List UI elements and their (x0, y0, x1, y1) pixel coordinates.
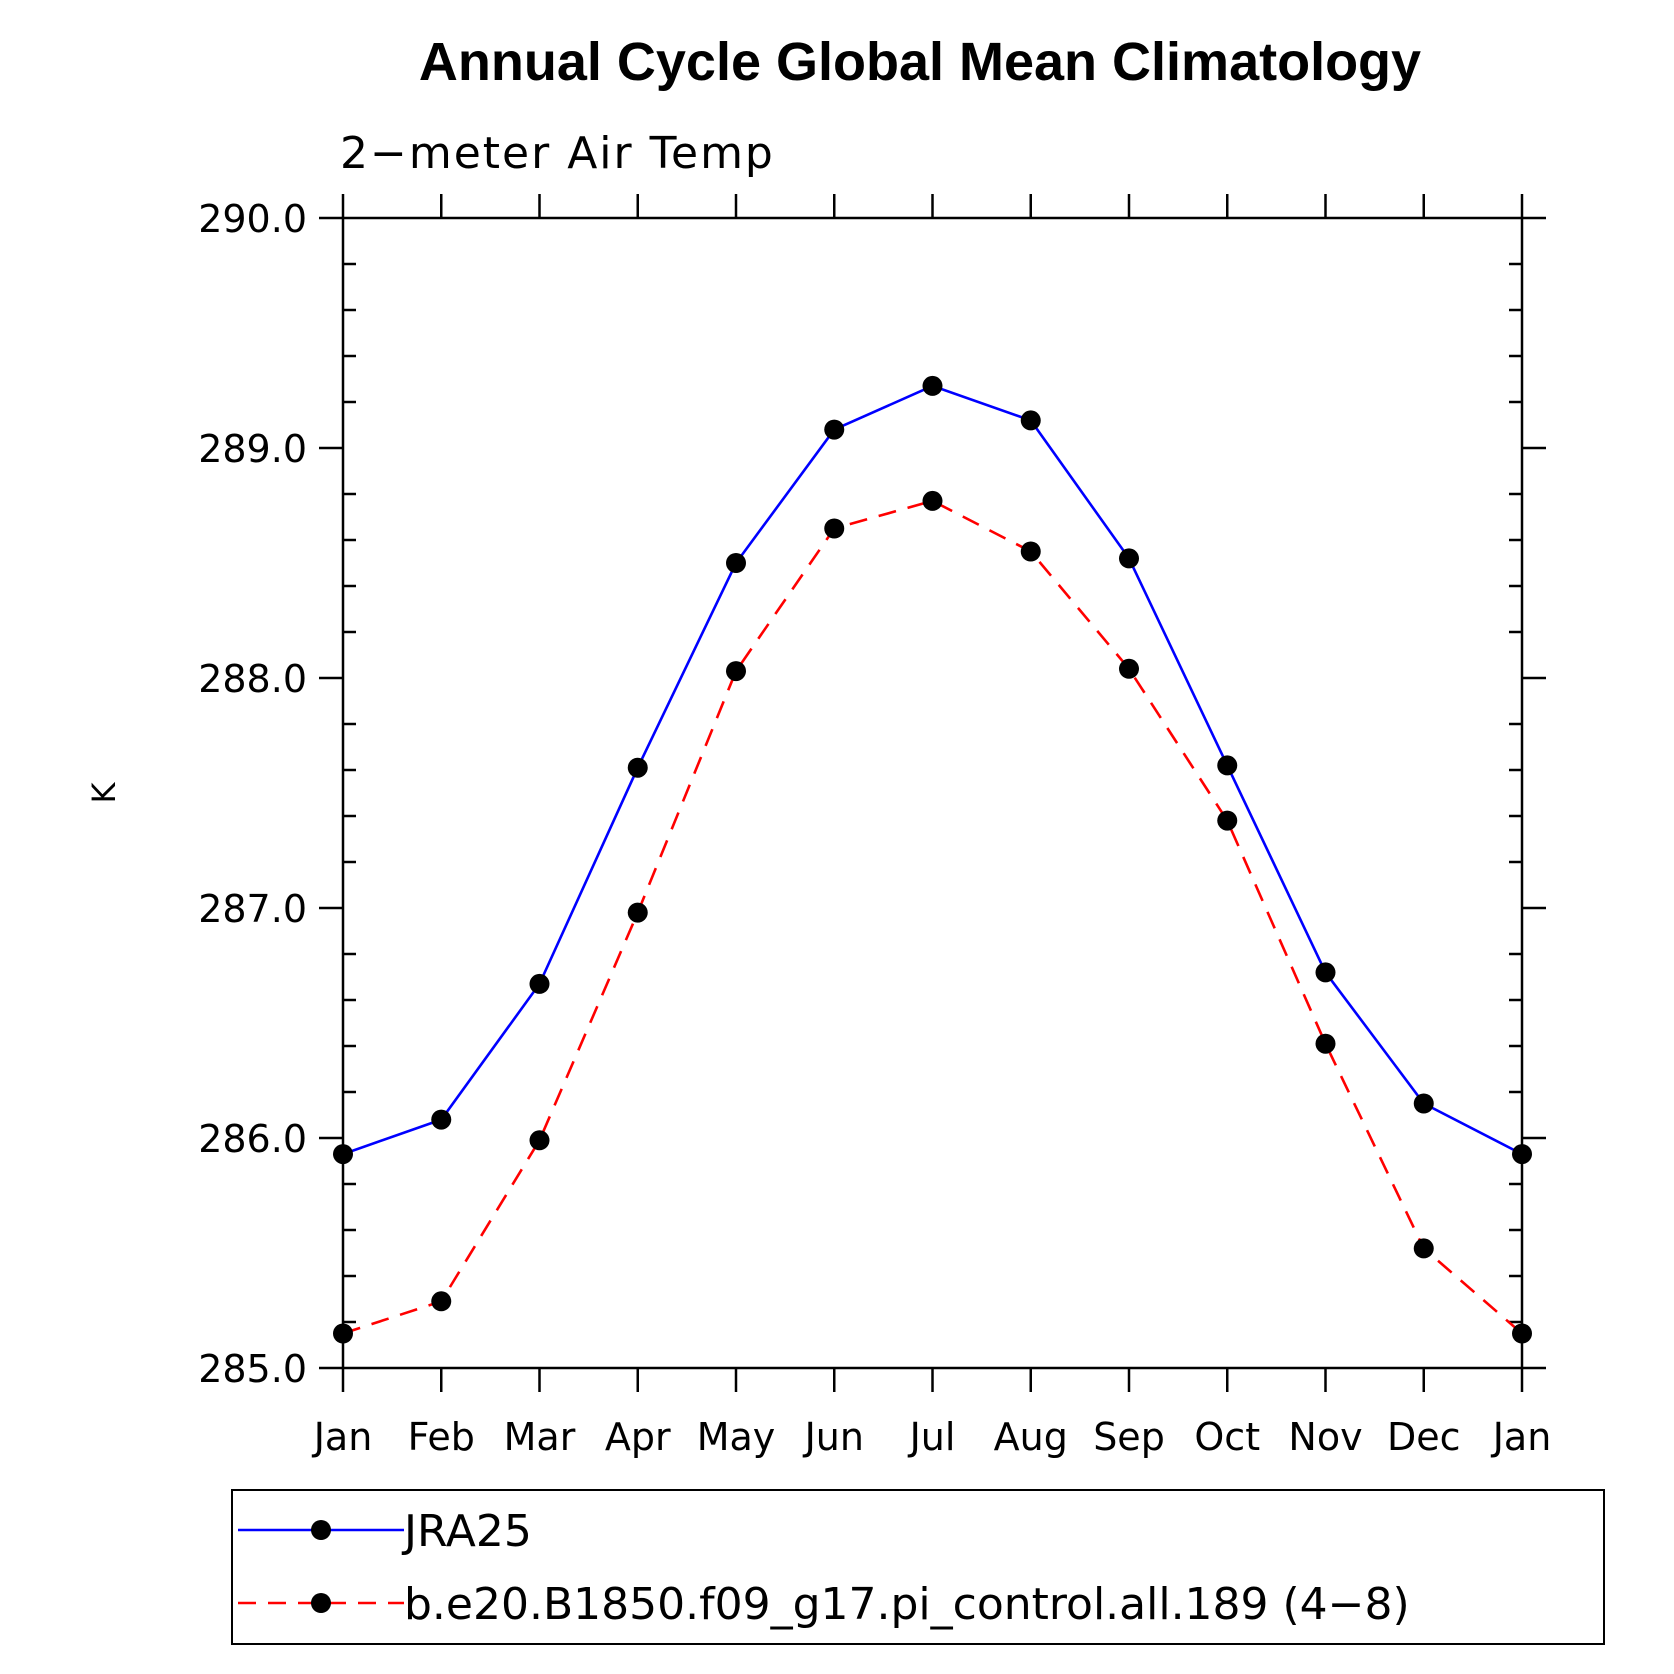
series-1-point (824, 419, 845, 440)
legend-marker-2 (311, 1593, 331, 1613)
series-1-point (1315, 962, 1336, 983)
series-1-point (1217, 755, 1238, 776)
y-tick-label: 289.0 (198, 427, 307, 471)
y-tick-label: 286.0 (198, 1117, 307, 1161)
series-layer (333, 375, 1532, 1344)
legend-box (231, 1489, 1605, 1645)
series-1-point (1512, 1144, 1532, 1165)
series-1-point (431, 1109, 452, 1130)
y-axis-ticks: 285.0 286.0 287.0 288.0 289.0 290.0 (198, 197, 1546, 1391)
series-1-point (726, 553, 746, 573)
legend-label-1: JRA25 (401, 1506, 532, 1557)
series-2-point (1119, 658, 1139, 679)
series-2-point (922, 490, 943, 511)
series-2-point (1020, 541, 1041, 562)
series-1-point (1119, 548, 1139, 569)
x-tick-label: May (697, 1415, 776, 1459)
series-2-point (333, 1323, 353, 1344)
series-2-point (1217, 810, 1238, 831)
x-tick-label: Oct (1194, 1415, 1260, 1459)
series-2-point (431, 1291, 452, 1312)
series-2-point (824, 518, 845, 539)
chart-title: Annual Cycle Global Mean Climatology (419, 32, 1421, 92)
x-tick-label: Jul (908, 1415, 956, 1459)
series-1-point (1020, 410, 1041, 431)
legend-label-2: b.e20.B1850.f09_g17.pi_control.all.189 (… (404, 1579, 1410, 1630)
series-2-point (1315, 1033, 1336, 1054)
x-axis-ticks: Jan Feb Mar Apr May Jun Jul Aug Sep Oct Nov Dec Jan (312, 194, 1552, 1459)
x-tick-label: Nov (1288, 1415, 1362, 1459)
legend-marker-1 (311, 1520, 331, 1540)
x-tick-label: Dec (1387, 1415, 1461, 1459)
series-line-2 (342, 499, 1523, 1335)
x-tick-label: Jan (312, 1415, 373, 1459)
x-tick-label: Sep (1093, 1415, 1165, 1459)
series-2-point (1512, 1323, 1532, 1344)
x-tick-label: Aug (994, 1415, 1068, 1459)
series-1-point (922, 375, 943, 396)
x-tick-label: Apr (605, 1415, 671, 1459)
series-2-point (726, 661, 746, 682)
legend: JRA25 b.e20.B1850.f09_g17.pi_control.all.… (231, 1489, 1605, 1645)
y-tick-label: 288.0 (198, 657, 307, 701)
series-1-point (1413, 1093, 1434, 1114)
series-2-point (627, 902, 648, 923)
x-tick-label: Feb (408, 1415, 475, 1459)
y-tick-label: 287.0 (198, 887, 307, 931)
x-tick-label: Jan (1491, 1415, 1552, 1459)
series-2-point (529, 1130, 550, 1151)
y-tick-label: 285.0 (198, 1347, 307, 1391)
y-tick-label: 290.0 (198, 197, 307, 241)
y-axis-label: K (85, 781, 123, 803)
chart-subtitle: 2−meter Air Temp (340, 128, 775, 179)
series-2-point (1413, 1238, 1434, 1259)
series-1-point (333, 1144, 353, 1165)
series-1-point (627, 757, 648, 778)
x-tick-label: Jun (803, 1415, 864, 1459)
x-tick-label: Mar (504, 1415, 576, 1459)
series-1-point (529, 973, 550, 994)
